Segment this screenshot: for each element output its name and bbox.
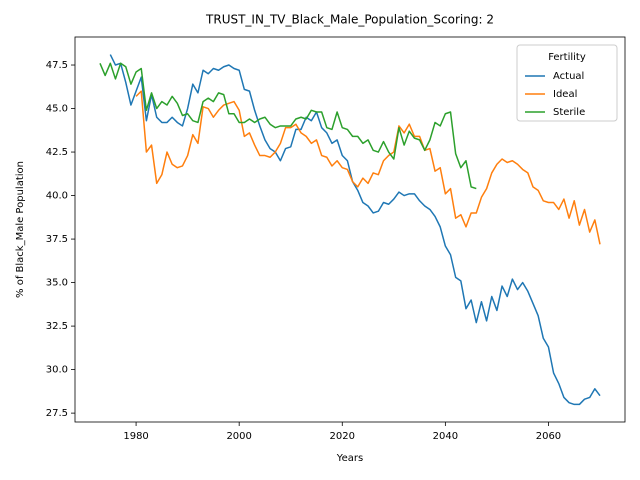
y-tick-label: 35.0 [46, 278, 68, 289]
legend-box [516, 44, 618, 122]
y-tick-label: 27.5 [46, 408, 68, 419]
y-tick-label: 40.0 [46, 191, 68, 202]
y-tick-label: 32.5 [46, 321, 68, 332]
legend-label: Sterile [553, 107, 585, 118]
y-tick-label: 45.0 [46, 104, 68, 115]
y-tick-label: 42.5 [46, 147, 68, 158]
line-series [109, 54, 601, 406]
line-series [135, 90, 601, 245]
line-series [99, 62, 477, 190]
x-tick-label: 2020 [330, 431, 355, 442]
x-tick-label: 2000 [226, 431, 251, 442]
y-axis-label: % of Black_Male Population [15, 161, 26, 298]
chart-title: TRUST_IN_TV_Black_Male_Population_Scorin… [205, 13, 494, 27]
x-tick-label: 2040 [433, 431, 458, 442]
legend-title: Fertility [548, 52, 586, 63]
x-axis-label: Years [336, 453, 363, 464]
y-tick-label: 30.0 [46, 365, 68, 376]
plot-frame [74, 36, 626, 423]
x-tick-label: 1980 [123, 431, 148, 442]
y-tick-label: 37.5 [46, 234, 68, 245]
legend-label: Ideal [553, 89, 577, 100]
y-tick-label: 47.5 [46, 60, 68, 71]
x-tick-label: 2060 [536, 431, 561, 442]
legend-label: Actual [553, 71, 584, 82]
